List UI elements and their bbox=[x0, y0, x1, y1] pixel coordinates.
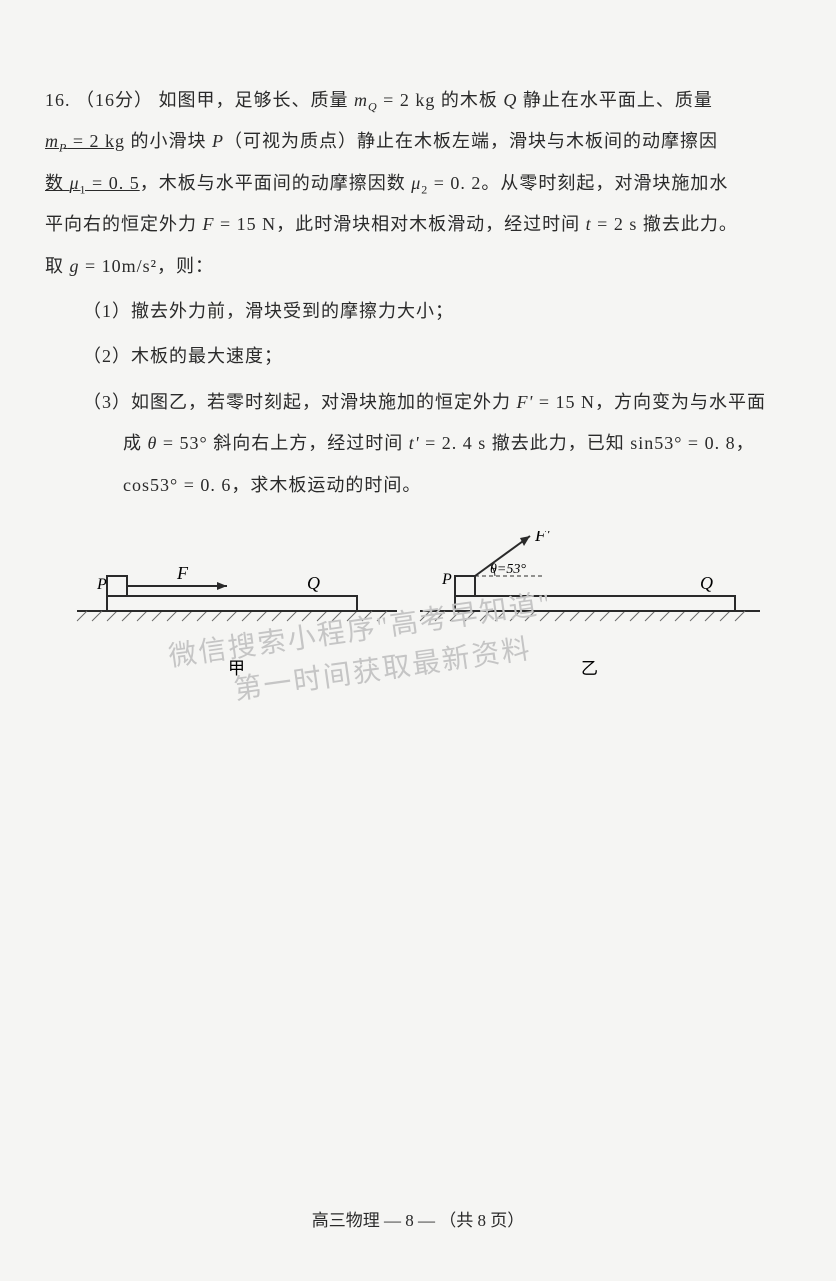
svg-text:P: P bbox=[96, 576, 107, 593]
svg-text:θ=53°: θ=53° bbox=[490, 562, 526, 577]
diagram-yi: P F' θ=53° Q bbox=[410, 531, 770, 641]
problem-number: 16. bbox=[45, 90, 71, 110]
figure-yi-label: 乙 bbox=[410, 654, 770, 679]
question-2: （2）木板的最大速度； bbox=[83, 336, 791, 377]
problem-points: （16分） bbox=[76, 90, 153, 110]
svg-text:F: F bbox=[176, 563, 189, 583]
figures-container: F Q P 甲 bbox=[45, 531, 791, 679]
problem-main-text: 16. （16分） 如图甲，足够长、质量 mQ = 2 kg 的木板 Q 静止在… bbox=[45, 80, 791, 287]
problem-block: 16. （16分） 如图甲，足够长、质量 mQ = 2 kg 的木板 Q 静止在… bbox=[45, 80, 791, 506]
figure-jia: F Q P 甲 bbox=[67, 531, 407, 679]
svg-text:P: P bbox=[441, 571, 452, 588]
question-3-cont1: 成 θ = 53° 斜向右上方，经过时间 t' = 2. 4 s 撤去此力，已知… bbox=[123, 423, 791, 464]
figure-yi: P F' θ=53° Q 乙 bbox=[410, 531, 770, 679]
question-3-cont2: cos53° = 0. 6，求木板运动的时间。 bbox=[123, 465, 791, 506]
figure-jia-label: 甲 bbox=[67, 654, 407, 679]
question-3: （3）如图乙，若零时刻起，对滑块施加的恒定外力 F' = 15 N，方向变为与水… bbox=[83, 382, 791, 423]
svg-text:F': F' bbox=[534, 531, 551, 545]
diagram-jia: F Q P bbox=[67, 531, 407, 641]
svg-text:Q: Q bbox=[307, 573, 320, 593]
page-footer: 高三物理 — 8 — （共 8 页） bbox=[0, 1206, 836, 1231]
question-1: （1）撤去外力前，滑块受到的摩擦力大小； bbox=[83, 291, 791, 332]
svg-text:Q: Q bbox=[700, 573, 713, 593]
